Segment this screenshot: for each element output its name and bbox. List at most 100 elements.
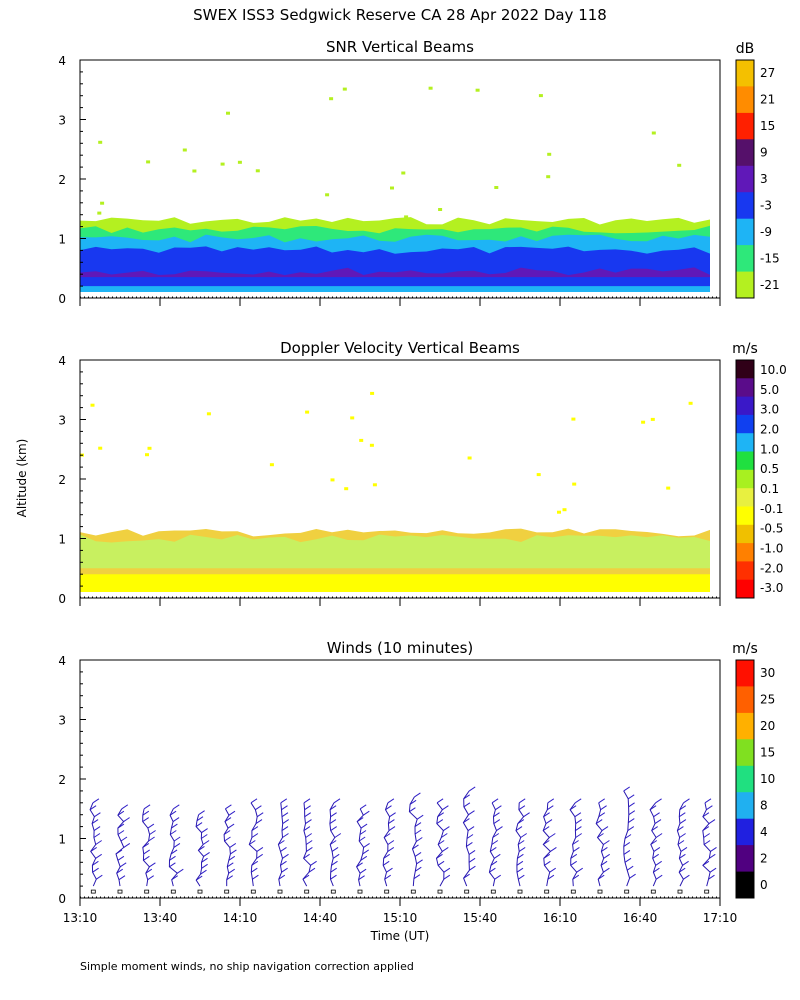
heatmap-speckle [571, 417, 576, 421]
wind-barb-flag [360, 823, 368, 829]
wind-barb-flag [574, 798, 582, 804]
wind-barb-flag [628, 802, 635, 808]
colorbar-label: 25 [760, 693, 775, 707]
wind-barb-flag [358, 836, 366, 842]
wind-barb-flag [603, 867, 610, 873]
colorbar-swatch [736, 378, 754, 398]
wind-barb-flag [96, 874, 103, 880]
wind-barb-flag [655, 860, 662, 866]
wind-barb-flag [572, 874, 580, 880]
winds-unit: m/s [732, 641, 758, 657]
wind-barb-flag [655, 874, 663, 880]
wind-barb-flag [603, 853, 610, 859]
wind-barb-flag [575, 819, 582, 825]
wind-barb-flag [467, 826, 475, 832]
wind-surface-marker [170, 889, 176, 894]
wind-barb-flag [171, 823, 178, 829]
wind-barb-flag [679, 819, 687, 825]
wind-barb-flag [359, 868, 367, 874]
wind-barb-flag [677, 840, 685, 845]
x-tick-label: 13:40 [143, 911, 178, 925]
wind-barb-flag [256, 853, 263, 859]
wind-barb-flag [436, 819, 444, 825]
x-tick-label: 16:10 [543, 911, 578, 925]
wind-barb-flag [385, 805, 392, 811]
wind-profile [595, 802, 605, 887]
wind-barb-flag [624, 834, 632, 839]
colorbar-label: 4 [760, 825, 768, 839]
wind-barb-flag [654, 819, 662, 825]
colorbar-label: -15 [760, 251, 780, 265]
wind-barb-flag [251, 826, 259, 832]
heatmap-speckle [330, 478, 335, 482]
wind-barb-flag [516, 867, 524, 873]
wind-surface-marker [277, 889, 283, 894]
colorbar-swatch [736, 712, 754, 740]
wind-barb-flag [550, 846, 557, 852]
colorbar-swatch [736, 60, 754, 87]
colorbar-swatch [736, 739, 754, 767]
colorbar-label: 0 [760, 878, 768, 892]
wind-barb-flag [416, 837, 423, 842]
y-tick-label: 2 [58, 173, 66, 187]
wind-barb-flag [683, 798, 690, 804]
colorbar-swatch [736, 396, 754, 416]
wind-barb-flag [491, 840, 499, 845]
wind-barb-flag [282, 853, 289, 859]
x-axis-label: Time (UT) [370, 929, 430, 943]
wind-barb-flag [545, 819, 553, 825]
colorbar-label: 15 [760, 119, 775, 133]
colorbar-swatch [736, 660, 754, 687]
wind-barb-flag [281, 812, 289, 818]
heatmap-speckle [372, 483, 377, 487]
heatmap-speckle [688, 401, 693, 405]
wind-barb-flag [196, 816, 204, 822]
y-tick-label: 4 [58, 54, 66, 68]
wind-surface-marker [410, 889, 416, 894]
wind-profile [168, 808, 179, 887]
heatmap-speckle [370, 391, 375, 395]
winds-panel: Winds (10 minutes) 0 1 2 3 4 13:10 13:40 14:10 1… [58, 639, 775, 925]
wind-surface-marker [490, 889, 496, 894]
wind-barb-flag [94, 812, 101, 818]
heatmap-speckle [269, 463, 274, 467]
heatmap-speckle [404, 215, 409, 219]
wind-barb-flag [143, 849, 150, 855]
heatmap-speckle [538, 94, 543, 98]
heatmap-speckle [546, 175, 551, 179]
wind-barb-flag [170, 830, 177, 835]
wind-barb-flag [466, 841, 473, 847]
wind-barb-flag [703, 840, 711, 845]
wind-profile [89, 802, 97, 887]
colorbar-frame [735, 59, 755, 299]
wind-barb-flag [437, 840, 445, 845]
heatmap-speckle [359, 438, 364, 442]
y-tick-label: 1 [58, 833, 66, 847]
colorbar-label: -3.0 [760, 581, 783, 595]
wind-barb-flag [330, 874, 337, 880]
wind-barb-flag [623, 849, 631, 855]
wind-barb-flag [228, 868, 235, 874]
wind-barb-flag [518, 874, 525, 880]
wind-barb-flag [468, 857, 476, 863]
doppler-panel: Doppler Velocity Vertical Beams 0 1 2 3 4 10… [58, 339, 787, 606]
wind-barb-flag [228, 855, 236, 861]
wind-barb-flag [148, 836, 155, 842]
wind-barb-flag [281, 826, 289, 832]
wind-barb-flag [494, 874, 501, 880]
wind-barb-flag [250, 798, 258, 804]
wind-barb-flag [359, 830, 367, 835]
wind-barb-flag [251, 867, 258, 873]
wind-barb-flag [89, 805, 97, 811]
wind-barb-flag [169, 810, 177, 816]
wind-surface-marker [704, 889, 710, 894]
wind-barb-flag [360, 855, 368, 861]
y-tick-label: 0 [58, 592, 66, 606]
wind-barb-flag [329, 819, 337, 825]
wind-barb-flag [653, 846, 661, 852]
wind-barb-flag [441, 833, 448, 838]
wind-barb-flag [495, 805, 502, 811]
y-tick-label: 2 [58, 473, 66, 487]
colorbar-label: 3 [760, 172, 768, 186]
snr-panel: SNR Vertical Beams 0 1 2 3 4 27 21 15 9 3 -3 -9 -15… [58, 38, 780, 306]
